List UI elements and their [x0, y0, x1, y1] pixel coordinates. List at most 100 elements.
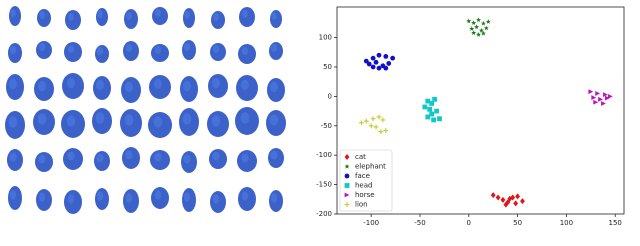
shape-highlight — [241, 47, 249, 55]
legend-swatch — [344, 183, 350, 188]
point — [598, 96, 603, 102]
y-tick-label: 100 — [319, 34, 332, 42]
shape-highlight — [38, 154, 46, 164]
shape-highlight — [154, 190, 162, 200]
point — [495, 194, 501, 201]
shape-highlight — [241, 79, 249, 91]
shape-highlight — [125, 44, 133, 52]
point — [366, 61, 372, 67]
legend-swatch — [344, 192, 350, 198]
legend-label: lion — [355, 201, 368, 209]
legend-label: elephant — [355, 163, 386, 171]
point — [485, 19, 491, 24]
point — [476, 31, 482, 37]
point — [476, 17, 482, 23]
shape-highlight — [242, 10, 248, 18]
shape-highlight — [8, 116, 18, 128]
legend-swatch — [344, 173, 350, 179]
y-tick-label: 0 — [328, 92, 332, 100]
legend-swatch — [344, 202, 350, 207]
point — [469, 26, 475, 31]
point — [432, 96, 438, 102]
shape-thumbnail — [124, 9, 138, 29]
x-tick-label: 0 — [467, 219, 471, 227]
legend-label: face — [355, 172, 370, 180]
shape-highlight — [270, 81, 278, 93]
shape-thumbnail — [152, 7, 168, 25]
x-tick-label: 100 — [560, 219, 573, 227]
point — [507, 195, 513, 202]
point — [607, 93, 613, 99]
point — [378, 129, 384, 135]
legend-label: head — [355, 182, 372, 190]
shape-highlight — [125, 81, 133, 93]
y-tick-label: -50 — [321, 122, 332, 130]
shape-gallery — [5, 6, 286, 214]
shape-thumbnail — [96, 8, 108, 26]
point — [422, 104, 428, 110]
shape-highlight — [9, 152, 17, 162]
shape-highlight — [154, 78, 162, 90]
shape-highlight — [212, 151, 220, 161]
shape-highlight — [37, 113, 47, 125]
shape-highlight — [271, 12, 277, 20]
shape-thumbnail — [37, 9, 51, 27]
shape-highlight — [67, 194, 75, 204]
shape-highlight — [97, 10, 103, 18]
point — [431, 117, 437, 123]
shape-highlight — [212, 45, 220, 53]
legend-swatch — [344, 154, 350, 160]
shape-highlight — [182, 113, 192, 125]
point — [480, 30, 486, 36]
shape-highlight — [211, 115, 221, 127]
shape-highlight — [270, 193, 278, 203]
point — [380, 117, 386, 123]
legend-label: horse — [355, 191, 375, 199]
legend-swatch — [344, 163, 350, 169]
point — [376, 114, 382, 120]
shape-highlight — [124, 114, 134, 126]
shape-highlight — [38, 80, 46, 92]
point — [434, 108, 439, 114]
point — [363, 58, 369, 64]
point — [480, 20, 486, 26]
x-tick-label: -50 — [414, 219, 425, 227]
point — [376, 52, 382, 58]
shape-highlight — [184, 11, 190, 19]
shape-highlight — [9, 46, 17, 54]
point — [471, 20, 477, 26]
point — [429, 101, 435, 106]
point — [363, 118, 369, 124]
point — [359, 120, 364, 126]
shape-highlight — [67, 151, 75, 161]
shape-highlight — [241, 153, 249, 163]
point — [427, 106, 433, 112]
shape-highlight — [154, 46, 162, 54]
x-tick-label: -100 — [363, 219, 379, 227]
shape-highlight — [67, 77, 75, 89]
shape-highlight — [125, 150, 133, 160]
shape-highlight — [183, 80, 191, 92]
point — [591, 95, 597, 100]
shape-highlight — [38, 43, 46, 51]
shape-highlight — [270, 150, 278, 160]
point — [601, 101, 606, 106]
y-tick-label: -100 — [316, 151, 332, 159]
shape-highlight — [68, 13, 74, 21]
point — [471, 30, 477, 36]
point — [383, 128, 389, 133]
shape-highlight — [96, 47, 104, 55]
shape-highlight — [269, 114, 279, 126]
point — [474, 24, 480, 30]
point — [490, 192, 496, 199]
legend-label: cat — [355, 153, 366, 161]
shape-thumbnail — [9, 6, 21, 26]
point — [429, 111, 435, 117]
point — [437, 116, 442, 122]
shape-highlight — [213, 13, 219, 21]
shape-highlight — [154, 152, 162, 162]
axes-frame — [336, 6, 625, 215]
shape-highlight — [183, 192, 191, 202]
x-tick-label: 150 — [609, 219, 622, 227]
point — [515, 193, 520, 200]
